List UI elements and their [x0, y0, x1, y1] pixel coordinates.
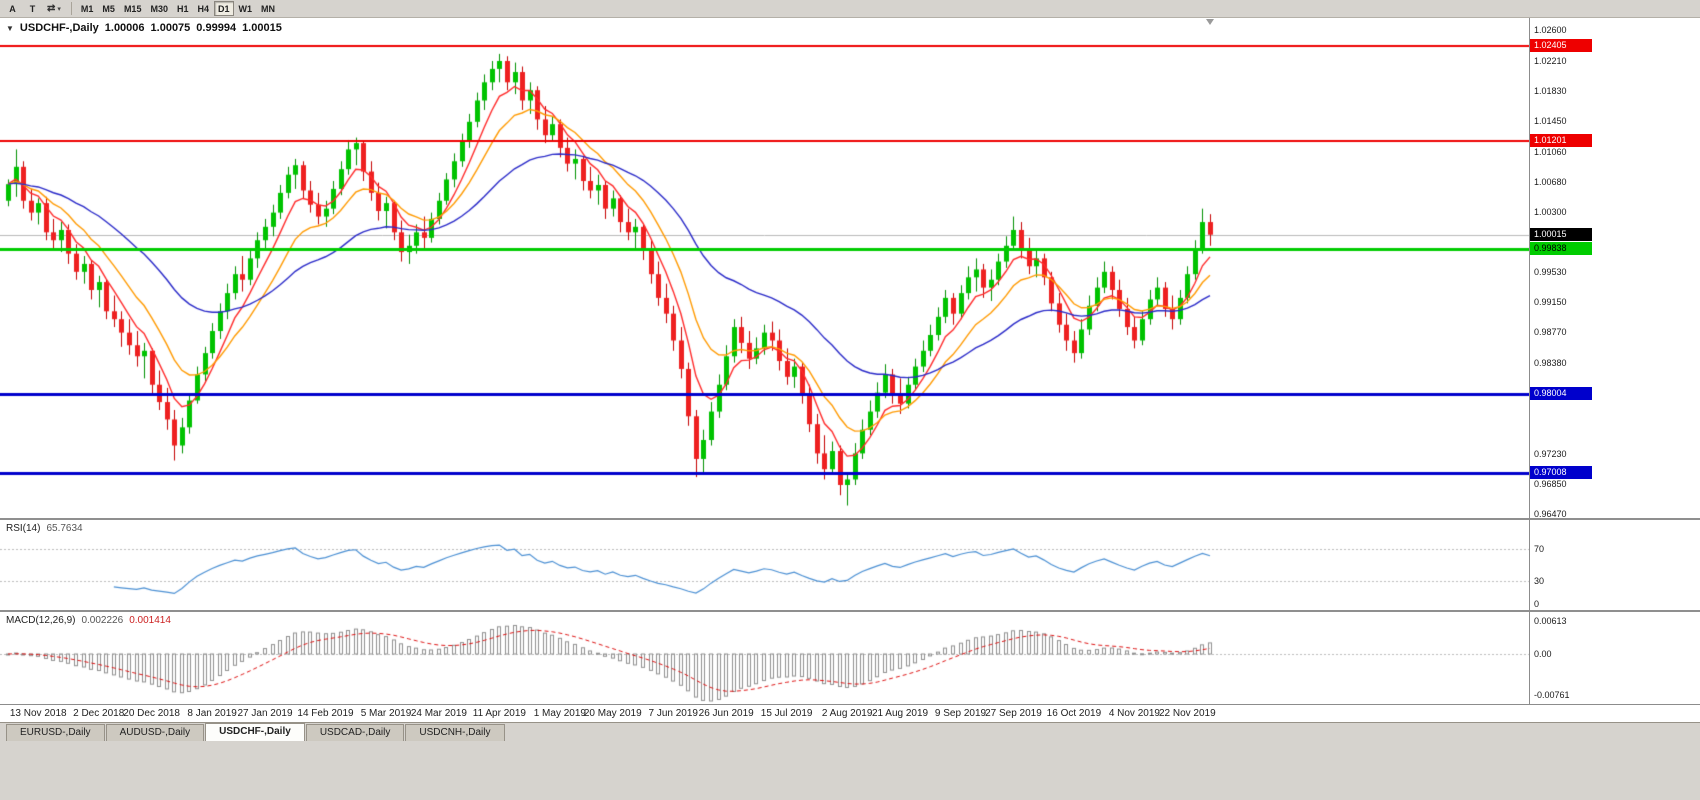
- window-background: [0, 741, 1700, 800]
- price-tick: 1.01830: [1534, 85, 1567, 96]
- chart-tab-audusd[interactable]: AUDUSD-,Daily: [105, 724, 205, 741]
- price-level-box: 0.98004: [1530, 386, 1592, 400]
- date-label: 22 Nov 2019: [1158, 708, 1216, 719]
- price-tick: 1.01450: [1534, 115, 1567, 126]
- macd-label: MACD(12,26,9) 0.002226 0.001414: [6, 615, 171, 626]
- price-tick: 0.98380: [1534, 358, 1567, 369]
- one-click-arrow-icon[interactable]: ▼: [6, 23, 14, 33]
- price-axis-border: [1529, 18, 1530, 704]
- rsi-label: RSI(14) 65.7634: [6, 523, 83, 534]
- date-label: 24 Mar 2019: [410, 708, 467, 719]
- macd-name: MACD(12,26,9): [6, 615, 76, 626]
- date-label: 20 May 2019: [583, 708, 642, 719]
- objects-dropdown-button[interactable]: ⇄ ▾: [43, 1, 65, 16]
- panel-divider[interactable]: [0, 610, 1700, 612]
- chart-tab-usdchf[interactable]: USDCHF-,Daily: [205, 723, 305, 741]
- rsi-tick: 70: [1534, 544, 1545, 555]
- date-label: 4 Nov 2019: [1108, 708, 1160, 719]
- toolbar-separator: [70, 2, 72, 15]
- price-tick: 0.97230: [1534, 448, 1567, 459]
- price-tick: 1.02210: [1534, 55, 1567, 66]
- price-tick: 0.98770: [1534, 327, 1567, 338]
- arrows-icon: ⇄: [47, 3, 56, 14]
- macd-tick: 0.00: [1534, 649, 1552, 659]
- chart-tab-eurusd[interactable]: EURUSD-,Daily: [6, 724, 105, 741]
- macd-canvas[interactable]: [0, 612, 1529, 704]
- price-tick: 0.96470: [1534, 509, 1567, 519]
- price-level-box: 1.01201: [1530, 134, 1592, 148]
- date-label: 11 Apr 2019: [472, 708, 526, 719]
- chart-tabs: EURUSD-,Daily AUDUSD-,Daily USDCHF-,Daily U…: [0, 722, 1700, 741]
- text-tool-button[interactable]: T: [29, 3, 36, 14]
- timeframe-button-h4[interactable]: H4: [197, 3, 209, 14]
- price-tick: 1.01060: [1534, 146, 1567, 157]
- date-label: 16 Oct 2019: [1046, 708, 1102, 719]
- timeframe-button-d1[interactable]: D1: [214, 1, 234, 16]
- date-label: 27 Jan 2019: [237, 708, 293, 719]
- chart-tab-usdcnh[interactable]: USDCNH-,Daily: [405, 724, 505, 741]
- date-label: 15 Jul 2019: [760, 708, 813, 719]
- date-label: 7 Jun 2019: [648, 708, 699, 719]
- ohlc-open: 1.00006: [104, 22, 145, 34]
- date-label: 2 Dec 2018: [73, 708, 125, 719]
- macd-main-value: 0.002226: [81, 615, 124, 626]
- current-price-box: 1.00015: [1530, 228, 1592, 242]
- macd-tick: -0.00761: [1534, 689, 1570, 700]
- date-label: 1 May 2019: [533, 708, 586, 719]
- toolbar: A T ⇄ ▾ M1 M5 M15 M30 H1 H4 D1 W1 MN: [0, 0, 1700, 18]
- date-label: 13 Nov 2018: [9, 708, 67, 719]
- ohlc-close: 1.00015: [242, 22, 282, 34]
- price-level-box: 0.99838: [1530, 242, 1592, 256]
- price-tick: 0.99150: [1534, 297, 1567, 308]
- panel-divider[interactable]: [0, 518, 1700, 520]
- chart-title: ▼ USDCHF-,Daily 1.00006 1.00075 0.99994 …: [6, 22, 282, 34]
- price-level-box: 0.97008: [1530, 465, 1592, 479]
- price-tick: 1.02600: [1534, 25, 1567, 35]
- price-tick: 0.96850: [1534, 478, 1567, 489]
- ohlc-high: 1.00075: [150, 22, 191, 34]
- timeframe-button-mn[interactable]: MN: [261, 3, 276, 14]
- price-level-box: 1.02405: [1530, 39, 1592, 53]
- date-label: 14 Feb 2019: [297, 708, 354, 719]
- ohlc-low: 0.99994: [196, 22, 237, 34]
- symbol-period-label: USDCHF-,Daily: [19, 22, 99, 34]
- date-label: 2 Aug 2019: [821, 708, 873, 719]
- date-label: 21 Aug 2019: [871, 708, 929, 719]
- date-label: 5 Mar 2019: [360, 708, 412, 719]
- timeframe-button-m1[interactable]: M1: [80, 3, 94, 14]
- date-label: 9 Sep 2019: [934, 708, 987, 719]
- price-tick: 1.00300: [1534, 206, 1567, 217]
- timeframe-button-w1[interactable]: W1: [238, 3, 253, 14]
- timeframe-button-m15[interactable]: M15: [123, 3, 142, 14]
- timeframe-button-h1[interactable]: H1: [176, 3, 189, 14]
- date-label: 8 Jan 2019: [187, 708, 237, 719]
- caret-down-icon: ▾: [57, 5, 61, 13]
- rsi-canvas[interactable]: [0, 520, 1529, 610]
- rsi-panel: RSI(14) 65.7634 70 30 0: [0, 520, 1700, 610]
- price-tick: 1.00680: [1534, 176, 1567, 187]
- macd-panel: MACD(12,26,9) 0.002226 0.001414 0.00613 0…: [0, 612, 1700, 704]
- rsi-tick: 0: [1534, 599, 1540, 609]
- macd-signal-value: 0.001414: [129, 615, 171, 626]
- timeframe-group: M1 M5 M15 M30 H1 H4 D1 W1 MN: [77, 1, 280, 16]
- arrow-tool-button[interactable]: A: [9, 3, 16, 14]
- rsi-name: RSI(14): [6, 523, 41, 534]
- rsi-value: 65.7634: [46, 523, 83, 534]
- date-label: 27 Sep 2019: [985, 708, 1042, 719]
- rsi-tick: 30: [1534, 575, 1545, 586]
- price-chart-canvas[interactable]: [0, 18, 1529, 518]
- chart-shift-marker[interactable]: [1206, 19, 1214, 25]
- timeframe-button-m5[interactable]: M5: [102, 3, 115, 14]
- date-label: 20 Dec 2018: [123, 708, 180, 719]
- chart-tab-usdcad[interactable]: USDCAD-,Daily: [305, 724, 405, 741]
- date-label: 26 Jun 2019: [698, 708, 754, 719]
- main-chart-panel: ▼ USDCHF-,Daily 1.00006 1.00075 0.99994 …: [0, 18, 1700, 519]
- timeframe-button-m30[interactable]: M30: [150, 3, 168, 14]
- time-axis[interactable]: 13 Nov 2018 2 Dec 2018 20 Dec 2018 8 Jan 20…: [0, 704, 1700, 722]
- macd-tick: 0.00613: [1534, 616, 1567, 626]
- price-tick: 0.99530: [1534, 267, 1567, 278]
